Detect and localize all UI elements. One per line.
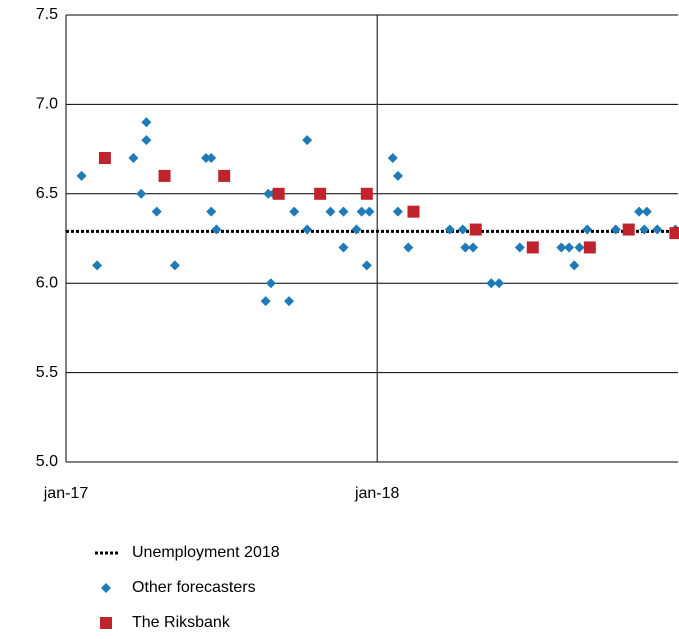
point [211, 224, 222, 235]
point [158, 169, 171, 182]
point [338, 242, 349, 253]
point [582, 224, 593, 235]
point [325, 206, 336, 217]
legend-label: Other forecasters [132, 579, 256, 596]
point [263, 188, 274, 199]
point [92, 260, 103, 271]
point [128, 153, 139, 164]
point [407, 205, 420, 218]
point [634, 206, 645, 217]
point [360, 187, 373, 200]
point [526, 241, 539, 254]
point [201, 153, 212, 164]
y-tick-label: 5.0 [36, 453, 58, 470]
x-tick-label: jan-17 [43, 485, 89, 502]
point [610, 224, 621, 235]
point [265, 278, 276, 289]
point [351, 224, 362, 235]
point [169, 260, 180, 271]
point [136, 188, 147, 199]
point [387, 153, 398, 164]
point [564, 242, 575, 253]
point [141, 135, 152, 146]
point [338, 206, 349, 217]
y-tick-label: 5.5 [36, 364, 58, 381]
point [392, 206, 403, 217]
point [460, 242, 471, 253]
point [289, 206, 300, 217]
point [302, 135, 313, 146]
y-tick-label: 7.5 [36, 6, 58, 23]
point [468, 242, 479, 253]
point [141, 117, 152, 128]
point [98, 152, 111, 165]
point [218, 169, 231, 182]
point [260, 296, 271, 307]
point [457, 224, 468, 235]
point [151, 206, 162, 217]
point [403, 242, 414, 253]
point [641, 206, 652, 217]
point [622, 223, 635, 236]
point [272, 187, 285, 200]
point [486, 278, 497, 289]
point [494, 278, 505, 289]
point [284, 296, 295, 307]
point [574, 242, 585, 253]
point [583, 241, 596, 254]
point [392, 170, 403, 181]
point [364, 206, 375, 217]
x-tick-label: jan-18 [354, 485, 400, 502]
point [314, 187, 327, 200]
point [469, 223, 482, 236]
point [444, 224, 455, 235]
point [206, 206, 217, 217]
legend-marker [100, 617, 112, 629]
point [206, 153, 217, 164]
point [76, 170, 87, 181]
legend-label: The Riksbank [132, 614, 231, 631]
point [514, 242, 525, 253]
point [302, 224, 313, 235]
y-tick-label: 7.0 [36, 96, 58, 113]
point [569, 260, 580, 271]
legend-label: Unemployment 2018 [132, 544, 280, 561]
point [652, 224, 663, 235]
y-tick-label: 6.5 [36, 185, 58, 202]
point [361, 260, 372, 271]
point [639, 224, 650, 235]
point [356, 206, 367, 217]
point [669, 227, 679, 240]
y-tick-label: 6.0 [36, 274, 58, 291]
point [556, 242, 567, 253]
legend-marker [101, 583, 111, 593]
